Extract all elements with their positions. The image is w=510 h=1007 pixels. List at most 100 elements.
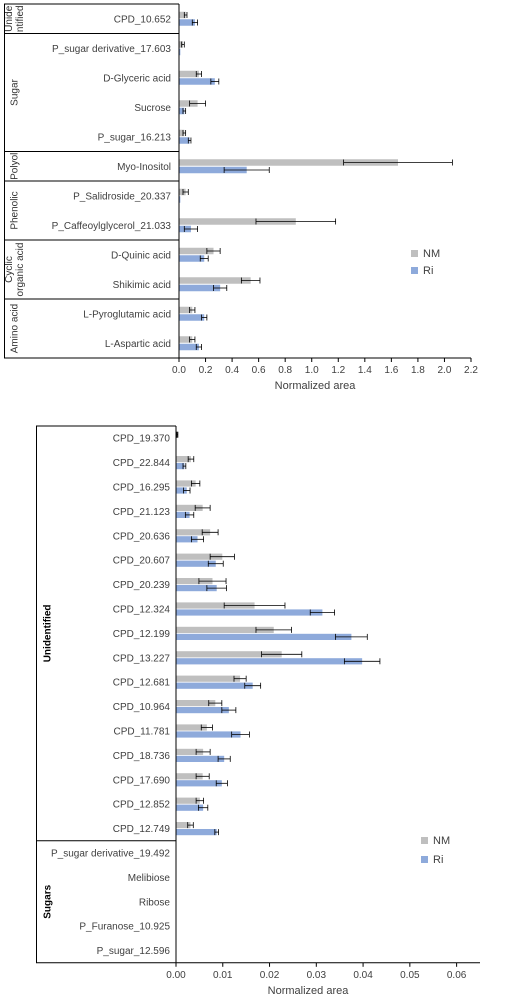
bar-nm-l-pyroglutamic-acid [179, 306, 193, 314]
x-tick-label: 1.6 [384, 365, 398, 376]
category-label-ribose: Ribose [139, 897, 171, 908]
group-label-line: Sugar [10, 78, 21, 105]
x-tick-label: 0.2 [199, 365, 213, 376]
bar-ri-cpd-12-199 [176, 633, 352, 640]
x-tick-label: 1.2 [331, 365, 345, 376]
bar-ri-cpd-12-749 [176, 829, 217, 836]
bar-nm-shikimic-acid [179, 277, 251, 284]
x-tick-label: 0.6 [252, 365, 266, 376]
chart-1: Unidentified Sugar Polyol Phenolic Cyclicorg… [4, 3, 478, 392]
x-tick-label: 0.8 [278, 365, 292, 376]
category-label-d-glyceric-acid: D-Glyceric acid [103, 73, 171, 84]
group-label-phenolic: Phenolic [10, 191, 21, 229]
category-label-cpd-20-636: CPD_20.636 [113, 531, 171, 542]
category-label-cpd-12-681: CPD_12.681 [113, 678, 171, 689]
group-label-unidentified: Unidentified [43, 605, 54, 663]
x-tick-label: 0.05 [400, 970, 420, 981]
x-tick-label: 1.0 [305, 365, 319, 376]
x-tick-label: 0.00 [166, 970, 186, 981]
group-label-line: Polyol [10, 153, 21, 180]
bar-nm-cpd-18-736 [176, 748, 204, 755]
bar-ri-p-sugar-16-213 [179, 137, 190, 144]
x-tick-label: 0.01 [213, 970, 233, 981]
group-label-line: Amino acid [10, 304, 21, 353]
bar-nm-myo-inositol [179, 159, 398, 166]
category-label-cpd-16-295: CPD_16.295 [113, 483, 171, 494]
legend-swatch-ri [411, 267, 418, 274]
category-label-sucrose: Sucrose [134, 103, 171, 114]
bar-nm-p-salidroside-20-337 [179, 188, 186, 196]
legend-swatch-nm [411, 250, 418, 257]
bar-nm-cpd-16-295 [176, 480, 196, 487]
legend-label-nm: NM [423, 248, 440, 260]
bar-nm-cpd-11-781 [176, 724, 207, 731]
x-tick-label: 1.4 [358, 365, 372, 376]
bar-ri-cpd-21-123 [176, 511, 190, 518]
category-label-p-sugar-12-596: P_sugar_12.596 [97, 946, 171, 957]
category-label-cpd-19-370: CPD_19.370 [113, 434, 171, 445]
category-label-p-furanose-10-925: P_Furanose_10.925 [79, 922, 170, 933]
category-label-p-sugar-derivative-19-492: P_sugar derivative_19.492 [51, 849, 170, 860]
bar-nm-cpd-22-844 [176, 456, 191, 463]
bar-ri-d-glyceric-acid [179, 78, 215, 85]
bar-ri-cpd-12-852 [176, 804, 204, 811]
bar-nm-cpd-12-199 [176, 626, 274, 633]
category-label-melibiose: Melibiose [128, 873, 171, 884]
bar-nm-d-glyceric-acid [179, 70, 199, 78]
group-label-amino-acid: Amino acid [10, 304, 21, 353]
bar-ri-shikimic-acid [179, 284, 221, 292]
category-label-cpd-12-324: CPD_12.324 [113, 605, 171, 616]
x-tick-label: 0.0 [172, 365, 186, 376]
x-tick-label: 1.8 [411, 365, 425, 376]
bar-nm-d-quinic-acid [179, 247, 214, 255]
category-label-d-quinic-acid: D-Quinic acid [111, 250, 171, 261]
x-axis-title: Normalized area [268, 985, 350, 997]
bar-nm-sucrose [179, 100, 198, 107]
bar-nm-p-sugar-derivative-17-603 [179, 41, 183, 48]
bar-nm-cpd-12-324 [176, 602, 255, 609]
category-label-cpd-12-852: CPD_12.852 [113, 800, 171, 811]
legend-swatch-nm [421, 837, 428, 844]
bar-ri-cpd-17-690 [176, 780, 222, 787]
category-label-l-pyroglutamic-acid: L-Pyroglutamic acid [83, 309, 171, 320]
x-tick-label: 0.03 [307, 970, 327, 981]
category-label-myo-inositol: Myo-Inositol [117, 162, 171, 173]
bar-nm-cpd-20-607 [176, 553, 223, 560]
bar-ri-cpd-20-239 [176, 585, 217, 592]
group-label-polyol: Polyol [10, 153, 21, 180]
bar-nm-cpd-12-681 [176, 675, 241, 682]
bar-nm-cpd-12-749 [176, 822, 191, 829]
bar-ri-l-pyroglutamic-acid [179, 314, 205, 321]
bar-nm-cpd-20-636 [176, 529, 211, 536]
bar-ri-d-quinic-acid [179, 255, 205, 262]
bar-ri-cpd-11-781 [176, 731, 241, 738]
bar-nm-l-aspartic-acid [179, 336, 193, 343]
legend-label-nm: NM [433, 835, 450, 847]
group-label-line: organic acid [15, 243, 26, 297]
category-label-cpd-12-749: CPD_12.749 [113, 824, 171, 835]
category-label-p-salidroside-20-337: P_Salidroside_20.337 [73, 191, 171, 202]
bar-nm-cpd-12-852 [176, 797, 200, 804]
group-label-unide-ntified: Unidentified [4, 5, 26, 32]
bar-ri-cpd-10-652 [179, 19, 195, 26]
group-label-line: Sugars [43, 884, 54, 918]
group-label-line: Unidentified [43, 605, 54, 663]
category-label-cpd-20-607: CPD_20.607 [113, 556, 171, 567]
category-label-cpd-22-844: CPD_22.844 [113, 458, 171, 469]
group-label-cyclic-organic-acid: Cyclicorganic acid [4, 243, 26, 297]
bar-nm-cpd-10-652 [179, 11, 186, 19]
bar-ri-p-sugar-derivative-17-603 [179, 48, 181, 56]
category-label-cpd-20-239: CPD_20.239 [113, 580, 171, 591]
x-tick-label: 0.4 [225, 365, 239, 376]
bar-nm-cpd-20-239 [176, 578, 213, 585]
bar-ri-sucrose [179, 107, 185, 115]
category-label-p-caffeoylglycerol-21-033: P_Caffeoylglycerol_21.033 [52, 221, 172, 232]
x-tick-label: 0.04 [353, 970, 373, 981]
group-label-line: Unide [4, 5, 15, 32]
category-label-cpd-17-690: CPD_17.690 [113, 775, 171, 786]
bar-nm-p-sugar-16-213 [179, 129, 185, 137]
legend-label-ri: Ri [433, 854, 443, 866]
bar-ri-p-salidroside-20-337 [179, 196, 181, 203]
bar-nm-cpd-17-690 [176, 773, 203, 780]
